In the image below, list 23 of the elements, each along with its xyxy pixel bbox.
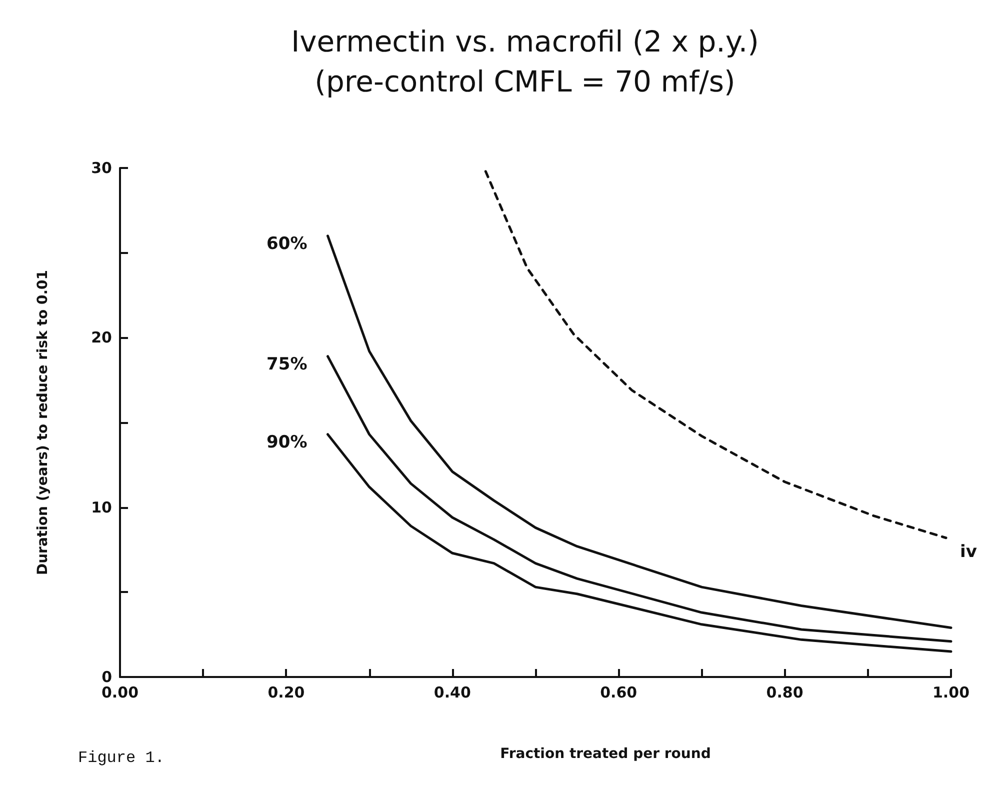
y-tick-label: 10 <box>91 498 112 516</box>
x-tick-label: 0.20 <box>268 684 305 702</box>
y-tick-label: 0 <box>102 668 112 686</box>
y-axis-title: Duration (years) to reduce risk to 0.01 <box>35 270 51 576</box>
x-tick-label: 0.80 <box>766 684 804 702</box>
line-series <box>326 234 952 630</box>
series-label: 60% <box>266 234 308 254</box>
chart-title: Ivermectin vs. macrofil (2 x p.y.) <box>291 24 759 58</box>
caption: Figure 1. <box>78 749 164 767</box>
series-label: 90% <box>266 432 308 452</box>
x-tick-label: 1.00 <box>932 684 970 702</box>
chart-subtitle: (pre-control CMFL = 70 mf/s) <box>314 64 736 98</box>
line-series <box>326 433 952 653</box>
x-tick-label: 0.60 <box>600 684 638 702</box>
line-series <box>484 170 948 540</box>
x-tick-label: 0.00 <box>101 684 139 702</box>
series-label: 75% <box>266 354 308 374</box>
series-label: iv <box>960 542 977 562</box>
line-series <box>326 355 952 643</box>
x-tick-label: 0.40 <box>434 684 471 702</box>
y-tick-label: 20 <box>91 328 112 347</box>
y-tick-label: 30 <box>91 159 112 177</box>
x-axis-title: Fraction treated per round <box>500 746 711 762</box>
